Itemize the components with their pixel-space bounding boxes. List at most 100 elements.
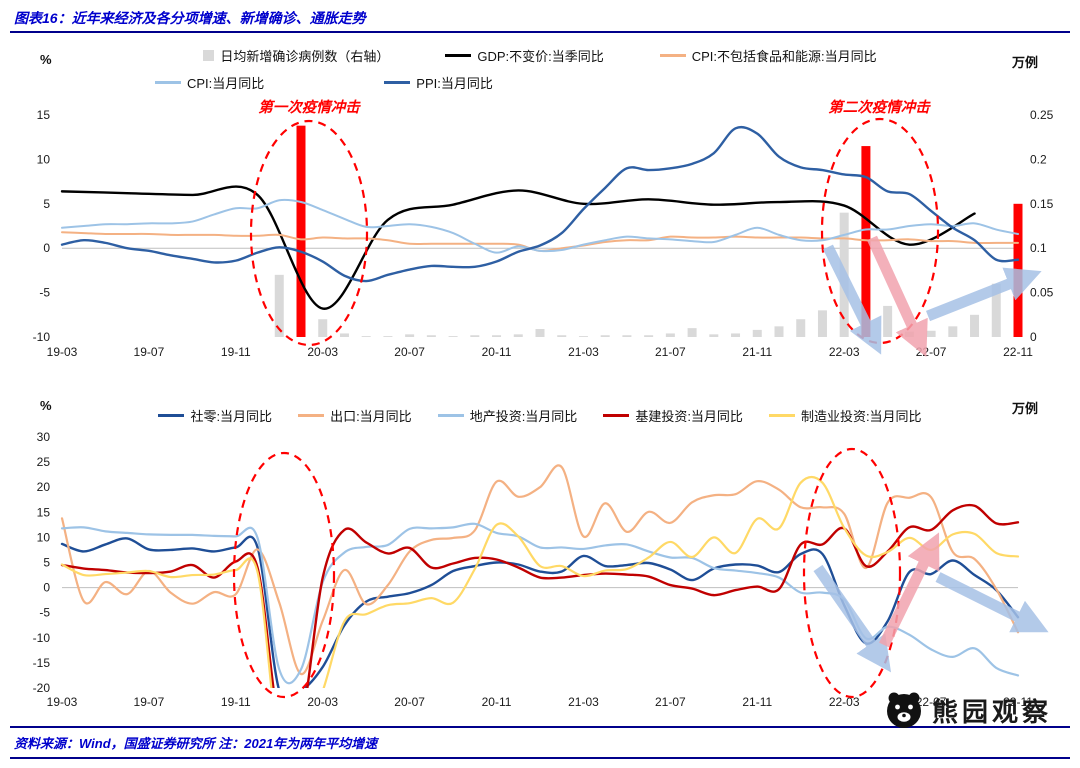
y-axis-tick-label: -10 [33, 330, 51, 344]
x-axis-tick-label: 22-07 [916, 345, 947, 359]
trend-arrow [866, 235, 928, 358]
y-axis-tick-label: 10 [37, 530, 51, 544]
legend-item: 出口:当月同比 [298, 406, 412, 425]
covid-case-bar [904, 331, 914, 337]
y-axis-tick-label: -20 [33, 681, 51, 695]
covid-case-bar [470, 335, 480, 337]
x-axis-tick-label: 19-11 [221, 695, 251, 709]
covid-case-bar [991, 283, 1001, 337]
covid-case-bar [644, 335, 654, 337]
covid-case-bar [883, 305, 893, 337]
x-axis-tick-label: 19-11 [221, 345, 251, 359]
covid-case-bar [448, 336, 458, 337]
x-axis-tick-label: 22-03 [829, 695, 860, 709]
covid-case-bar [274, 274, 284, 337]
y-axis-tick-label: 15 [37, 108, 51, 122]
trend-arrow [925, 267, 1042, 322]
bottom-right-axis-unit: 万例 [1012, 401, 1039, 416]
x-axis-tick-label: 22-07 [916, 695, 947, 709]
x-axis-tick-label: 21-11 [742, 695, 772, 709]
covid-case-bar [361, 336, 371, 337]
legend-label: CPI:当月同比 [187, 76, 265, 91]
x-axis-tick-label: 19-03 [47, 695, 78, 709]
trend-arrow [823, 244, 882, 355]
y-axis-tick-label: 20 [37, 480, 51, 494]
legend-item: 日均新增确诊病例数（右轴） [203, 46, 389, 65]
legend-label: 出口:当月同比 [330, 409, 412, 424]
x-axis-tick-label: 21-07 [655, 345, 686, 359]
covid-case-bar-highlight [1013, 203, 1023, 337]
x-axis-tick-label: 21-11 [742, 345, 772, 359]
legend-line-swatch-icon [445, 54, 472, 57]
y-axis-tick-label: 0 [43, 241, 50, 255]
covid-case-bar [687, 328, 697, 337]
legend-item: 社零:当月同比 [158, 406, 272, 425]
legend-line-swatch-icon [158, 414, 185, 417]
x-axis-tick-label: 20-03 [307, 345, 338, 359]
legend-line-swatch-icon [384, 81, 411, 84]
covid-case-bar [926, 330, 936, 337]
covid-case-bar-highlight [861, 146, 871, 337]
x-axis-tick-label: 22-11 [1003, 695, 1033, 709]
series-line [60, 535, 1020, 688]
covid-case-bar [513, 334, 523, 337]
covid-case-bar [557, 335, 567, 337]
covid-case-bar [774, 326, 784, 337]
covid-case-bar-highlight [296, 125, 306, 337]
trend-arrow [935, 572, 1049, 633]
x-axis-tick-label: 19-03 [47, 345, 78, 359]
legend-line-swatch-icon [603, 414, 630, 417]
footer-top-divider [10, 726, 1070, 728]
right-axis-tick-label: 0.1 [1030, 241, 1047, 255]
trend-arrow [879, 532, 940, 648]
covid-case-bar [405, 334, 415, 337]
covid-case-bar [622, 335, 632, 337]
covid-case-bar [752, 329, 762, 337]
y-axis-tick-label: 5 [43, 197, 50, 211]
legend-item: 地产投资:当月同比 [437, 406, 577, 425]
covid-shock-ellipse [820, 117, 940, 345]
x-axis-tick-label: 20-07 [394, 695, 425, 709]
watermark-text: 熊园观察 [932, 696, 1053, 727]
annotation-second-covid-shock: 第二次疫情冲击 [828, 100, 930, 116]
legend-item: 基建投资:当月同比 [603, 406, 743, 425]
covid-case-bar [600, 335, 610, 337]
legend-label: 日均新增确诊病例数（右轴） [220, 49, 390, 64]
y-axis-tick-label: -10 [33, 631, 51, 645]
watermark: 熊园观察 [884, 690, 1052, 730]
series-line [61, 198, 1019, 254]
covid-case-bar [709, 334, 719, 337]
legend-item: GDP:不变价:当季同比 [445, 46, 604, 65]
covid-case-bar [383, 336, 393, 337]
covid-shock-ellipse [249, 119, 369, 347]
covid-case-bar [339, 333, 349, 337]
y-axis-tick-label: -5 [39, 286, 50, 300]
top-chart-legend-row-2: CPI:当月同比 PPI:当月同比 [155, 73, 493, 92]
series-line [60, 503, 1020, 688]
x-axis-tick-label: 21-03 [568, 695, 599, 709]
legend-item: CPI:不包括食品和能源:当月同比 [659, 46, 877, 65]
top-right-axis-unit: 万例 [1012, 55, 1039, 70]
y-axis-tick-label: 30 [37, 430, 51, 444]
y-axis-tick-label: 5 [43, 556, 50, 570]
x-axis-tick-label: 20-11 [482, 695, 512, 709]
top-left-axis-unit: % [40, 52, 52, 67]
series-line [60, 464, 1020, 676]
x-axis-tick-label: 20-11 [482, 345, 512, 359]
right-axis-tick-label: 0.25 [1030, 108, 1054, 122]
x-axis-tick-label: 19-07 [134, 345, 165, 359]
series-line [60, 475, 1020, 688]
x-axis-tick-label: 21-07 [655, 695, 686, 709]
x-axis-tick-label: 20-07 [394, 345, 425, 359]
legend-item: PPI:当月同比 [384, 73, 493, 92]
right-axis-tick-label: 0.15 [1030, 197, 1054, 211]
x-axis-tick-label: 22-11 [1003, 345, 1033, 359]
legend-line-swatch-icon [298, 414, 325, 417]
legend-label: 制造业投资:当月同比 [800, 409, 922, 424]
legend-label: PPI:当月同比 [416, 76, 493, 91]
bottom-chart-legend: 社零:当月同比 出口:当月同比 地产投资:当月同比 基建投资:当月同比 制造业投资:当月… [60, 406, 1020, 425]
series-line [60, 185, 976, 310]
trend-arrow [813, 564, 892, 673]
covid-case-bar [817, 310, 827, 337]
